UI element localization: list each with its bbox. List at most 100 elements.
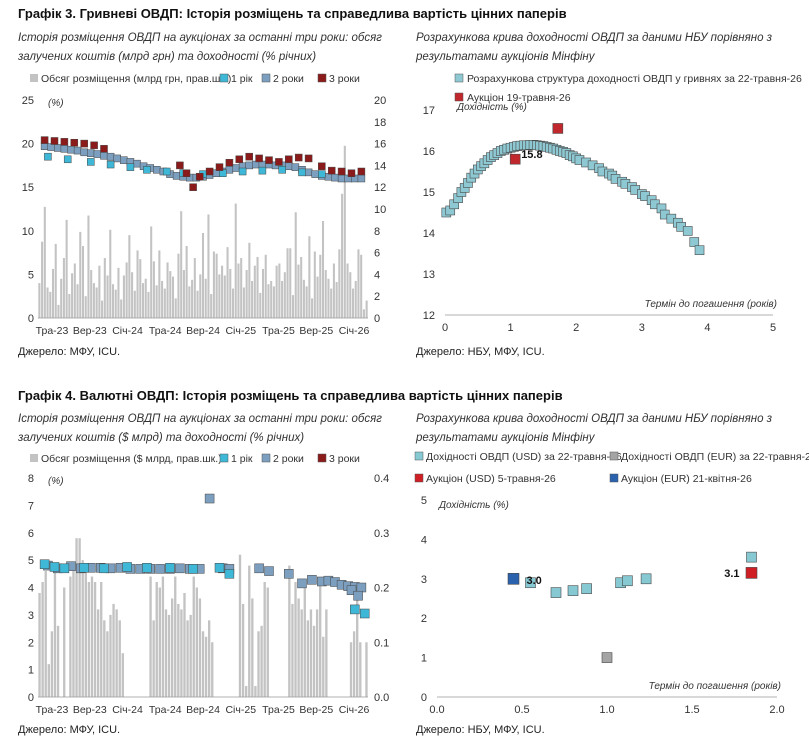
uah-hist-point-2y xyxy=(291,163,300,171)
fx-hist-volume-bar xyxy=(121,653,124,697)
fx-hist-legend-swatch-1 xyxy=(219,453,229,463)
fx-hist-volume-bar xyxy=(352,631,356,697)
fx-hist-volume-bar xyxy=(288,565,291,697)
uah-hist-volume-bar xyxy=(341,193,344,318)
fx-hist-volume-bar xyxy=(192,576,195,697)
uah-hist-point-2y xyxy=(120,156,128,164)
fx-curve-legend-swatch-2 xyxy=(414,473,424,483)
fx-hist-left-tick: 1 xyxy=(28,665,34,677)
uah-hist-point-2y xyxy=(153,166,161,174)
uah-hist-volume-bar xyxy=(177,253,180,318)
uah-hist-volume-bar xyxy=(351,288,355,318)
fx-hist-right-tick: 0.3 xyxy=(374,528,389,540)
f3-left-subtitle: Історія розміщення ОВДП на аукціонах за … xyxy=(18,32,382,63)
fx-hist-legend-swatch-2 xyxy=(261,453,271,463)
uah-hist-left-tick: 10 xyxy=(22,226,34,238)
uah-hist-point-3y xyxy=(347,169,356,177)
fx-usd-curve-point xyxy=(525,577,536,589)
fx-hist-point-2y xyxy=(297,578,307,589)
fx-hist-volume-bar xyxy=(195,587,199,697)
uah-curve-y-tick: 13 xyxy=(423,269,435,281)
uah-hist-volume-bar xyxy=(286,248,289,318)
uah-hist-volume-bar xyxy=(65,219,68,318)
uah-hist-volume-bar xyxy=(117,267,120,318)
fx-hist-volume-bar xyxy=(297,598,300,697)
fx-hist-volume-bar xyxy=(325,609,328,697)
fx-hist-volume-bar xyxy=(177,603,180,697)
uah-hist-volume-bar xyxy=(185,246,188,318)
uah-hist-point-2y xyxy=(80,148,88,157)
fx-hist-x-tick: Січ-26 xyxy=(339,704,370,716)
uah-hist-volume-bar xyxy=(248,242,251,318)
uah-hist-volume-bar xyxy=(297,264,300,318)
fx-curve-y-tick: 5 xyxy=(421,495,427,507)
fx-hist-volume-bar xyxy=(38,592,41,697)
uah-hist-volume-bar xyxy=(335,282,338,318)
uah-curve-y-tick: 12 xyxy=(423,310,435,322)
uah-hist-volume-bar xyxy=(207,214,210,318)
uah-hist-volume-bar xyxy=(71,273,74,318)
uah-hist-volume-bar xyxy=(349,272,352,318)
uah-hist-x-tick: Тра-23 xyxy=(36,325,69,337)
fx-hist-volume-bar xyxy=(315,609,319,697)
uah-auction-point xyxy=(552,123,564,134)
fx-hist-volume-bar xyxy=(260,625,263,697)
uah-hist-volume-bar xyxy=(196,290,199,318)
fx-usd-curve-point xyxy=(550,587,562,598)
uah-hist-volume-bar xyxy=(128,235,131,318)
uah-hist-point-3y xyxy=(215,163,224,171)
uah-curve-data-label: 15.8 xyxy=(521,149,542,161)
uah-hist-volume-bar xyxy=(223,275,226,318)
uah-hist-point-3y xyxy=(205,167,214,176)
uah-hist-left-tick: 0 xyxy=(28,313,34,325)
fx-curve-legend-swatch-1 xyxy=(609,451,619,461)
uah-hist-volume-bar xyxy=(215,253,218,318)
uah-hist-volume-bar xyxy=(103,258,106,318)
uah-hist-point-2y xyxy=(285,162,293,171)
uah-hist-volume-bar xyxy=(308,236,311,318)
uah-hist-point-2y xyxy=(331,173,339,182)
uah-hist-volume-bar xyxy=(139,259,142,318)
fx-hist-volume-bar xyxy=(257,631,260,697)
fx-hist-volume-bar xyxy=(78,538,81,697)
uah-hist-volume-bar xyxy=(51,268,55,318)
uah-curve-chart: Розрахункова структура доходності ОВДП у… xyxy=(423,73,802,334)
fx-hist-left-tick: 4 xyxy=(28,583,34,595)
uah-hist-point-3y xyxy=(245,152,253,161)
fx-hist-volume-bar xyxy=(319,582,322,697)
uah-hist-point-1y xyxy=(258,166,267,175)
uah-hist-point-3y xyxy=(337,167,346,176)
uah-hist-volume-bar xyxy=(87,215,90,318)
fx-hist-x-tick: Січ-24 xyxy=(112,704,143,716)
uah-hist-volume-bar xyxy=(327,278,330,318)
fx-usd-curve-point xyxy=(746,551,757,563)
fx-hist-volume-bar xyxy=(72,565,75,697)
uah-hist-legend-swatch-2 xyxy=(261,73,271,83)
fx-hist-volume-bar xyxy=(365,642,368,697)
uah-hist-volume-bar xyxy=(90,270,93,318)
fx-hist-x-tick: Вер-25 xyxy=(299,704,333,716)
uah-hist-volume-bar xyxy=(76,284,79,318)
fx-usd-auction-point xyxy=(745,567,758,579)
uah-hist-volume-bar xyxy=(201,232,205,318)
fx-hist-point-2y xyxy=(353,590,363,601)
fx-hist-volume-bar xyxy=(241,603,245,697)
uah-hist-volume-bar xyxy=(245,270,248,318)
fx-hist-point-1y xyxy=(79,563,89,573)
fx-hist-volume-bar xyxy=(207,620,211,697)
uah-hist-legend-label-2: 2 роки xyxy=(273,73,304,85)
uah-hist-left-tick: 20 xyxy=(22,139,34,151)
fx-usd-curve-point xyxy=(581,583,592,594)
uah-hist-volume-bar xyxy=(68,294,71,318)
uah-hist-volume-bar xyxy=(261,268,265,318)
uah-hist-volume-bar xyxy=(332,263,335,318)
uah-hist-point-2y xyxy=(67,145,75,154)
uah-hist-volume-bar xyxy=(41,241,44,318)
uah-hist-right-tick: 6 xyxy=(374,248,380,260)
fx-curve-legend-label-2: Аукціон (USD) 5-травня-26 xyxy=(426,473,556,485)
uah-curve-y-tick: 15 xyxy=(423,187,435,199)
uah-hist-volume-bar xyxy=(360,254,363,318)
uah-hist-x-tick: Вер-25 xyxy=(299,325,333,337)
uah-curve-y-tick: 17 xyxy=(423,105,435,117)
fx-curve-legend-swatch-0 xyxy=(414,451,424,461)
